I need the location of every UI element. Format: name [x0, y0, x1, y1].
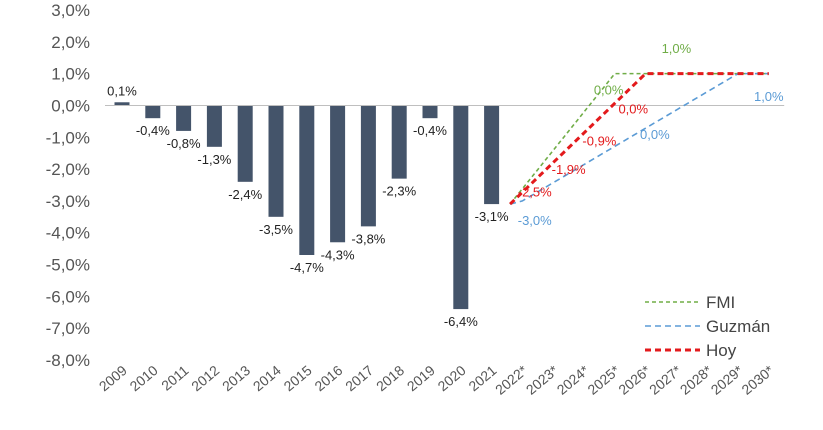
- projection-data-label: -3,0%: [518, 213, 552, 228]
- x-tick-label: 2017: [342, 362, 376, 394]
- bar-data-label: -2,3%: [382, 184, 416, 199]
- bar-data-label: -3,1%: [475, 209, 509, 224]
- x-tick-label: 2019: [404, 362, 438, 394]
- y-tick-label: 2,0%: [51, 33, 90, 52]
- bar-data-label: -4,3%: [321, 247, 355, 262]
- bar-data-label: -0,8%: [167, 136, 201, 151]
- bar-data-label: -0,4%: [136, 123, 170, 138]
- legend-label: Hoy: [706, 341, 737, 360]
- x-tick-label: 2025*: [584, 362, 623, 398]
- x-tick-label: 2016: [311, 362, 345, 394]
- projection-data-label: 0,0%: [640, 127, 670, 142]
- x-tick-label: 2026*: [615, 362, 654, 398]
- bar-data-label: -0,4%: [413, 123, 447, 138]
- y-axis-ticks: 3,0% 2,0% 1,0% 0,0% -1,0% -2,0% -3,0% -4,0% -5,0…: [46, 1, 90, 370]
- x-tick-label: 2015: [281, 362, 315, 394]
- bar: [360, 105, 376, 227]
- x-tick-label: 2009: [96, 362, 130, 394]
- x-tick-label: 2012: [188, 362, 222, 394]
- projection-data-label: -2,5%: [518, 184, 552, 199]
- projection-data-label: -0,9%: [582, 133, 616, 148]
- x-tick-label: 2018: [373, 362, 407, 394]
- bar-series: [114, 102, 500, 310]
- bar: [484, 105, 500, 205]
- y-tick-label: -5,0%: [46, 256, 90, 275]
- bar-data-label: -1,3%: [197, 152, 231, 167]
- y-tick-label: 3,0%: [51, 1, 90, 20]
- bar-data-label: -3,8%: [351, 231, 385, 246]
- bar-data-label: -2,4%: [228, 187, 262, 202]
- x-tick-label: 2030*: [738, 362, 777, 398]
- bar: [391, 105, 407, 179]
- legend-label: Guzmán: [706, 317, 770, 336]
- legend-label: FMI: [706, 293, 735, 312]
- x-tick-label: 2022*: [492, 362, 531, 398]
- y-tick-label: -6,0%: [46, 287, 90, 306]
- bar-data-label: -3,5%: [259, 222, 293, 237]
- y-tick-label: -7,0%: [46, 319, 90, 338]
- bar: [268, 105, 284, 217]
- projection-data-label: -1,9%: [552, 162, 586, 177]
- bar-data-label: -6,4%: [444, 314, 478, 329]
- x-tick-label: 2010: [127, 362, 161, 394]
- bar: [453, 105, 469, 310]
- x-tick-label: 2020: [435, 362, 469, 394]
- x-tick-label: 2024*: [554, 362, 593, 398]
- x-tick-label: 2011: [158, 362, 192, 394]
- bar: [206, 105, 222, 147]
- projection-data-label: 0,0%: [618, 102, 648, 117]
- y-tick-label: -1,0%: [46, 128, 90, 147]
- bar: [422, 105, 438, 119]
- x-tick-label: 2027*: [646, 362, 685, 398]
- x-axis: 2009201020112012201320142015201620172018…: [96, 362, 777, 398]
- y-tick-label: 0,0%: [51, 96, 90, 115]
- projection-data-label: 0,0%: [594, 83, 624, 98]
- bar: [176, 105, 192, 131]
- bar: [330, 105, 346, 243]
- projection-line-fmi: [509, 72, 769, 205]
- bar: [299, 105, 315, 255]
- bar-data-labels: 0,1%-0,4%-0,8%-1,3%-2,4%-3,5%-4,7%-4,3%-…: [107, 83, 509, 329]
- y-tick-label: -2,0%: [46, 160, 90, 179]
- bar: [237, 105, 253, 182]
- x-tick-label: 2014: [250, 362, 284, 394]
- x-tick-label: 2028*: [677, 362, 716, 398]
- y-tick-label: -3,0%: [46, 192, 90, 211]
- bar: [145, 105, 161, 119]
- y-tick-label: -8,0%: [46, 351, 90, 370]
- x-tick-label: 2013: [219, 362, 253, 394]
- y-tick-label: -4,0%: [46, 224, 90, 243]
- projection-lines: [509, 72, 769, 206]
- x-tick-label: 2029*: [708, 362, 747, 398]
- bar: [114, 102, 130, 106]
- legend: FMI Guzmán Hoy: [645, 293, 770, 360]
- projection-data-label: 1,0%: [754, 89, 784, 104]
- projection-line-hoy: [509, 72, 769, 206]
- y-tick-label: 1,0%: [51, 65, 90, 84]
- projection-data-labels: 0,0% 1,0% -3,0% 0,0% 1,0% -2,5%-1,9% -0,9% 0,0%: [518, 41, 784, 228]
- bar-data-label: -4,7%: [290, 260, 324, 275]
- projection-data-label: 1,0%: [662, 41, 692, 56]
- bar-data-label: 0,1%: [107, 83, 137, 98]
- x-tick-label: 2023*: [523, 362, 562, 398]
